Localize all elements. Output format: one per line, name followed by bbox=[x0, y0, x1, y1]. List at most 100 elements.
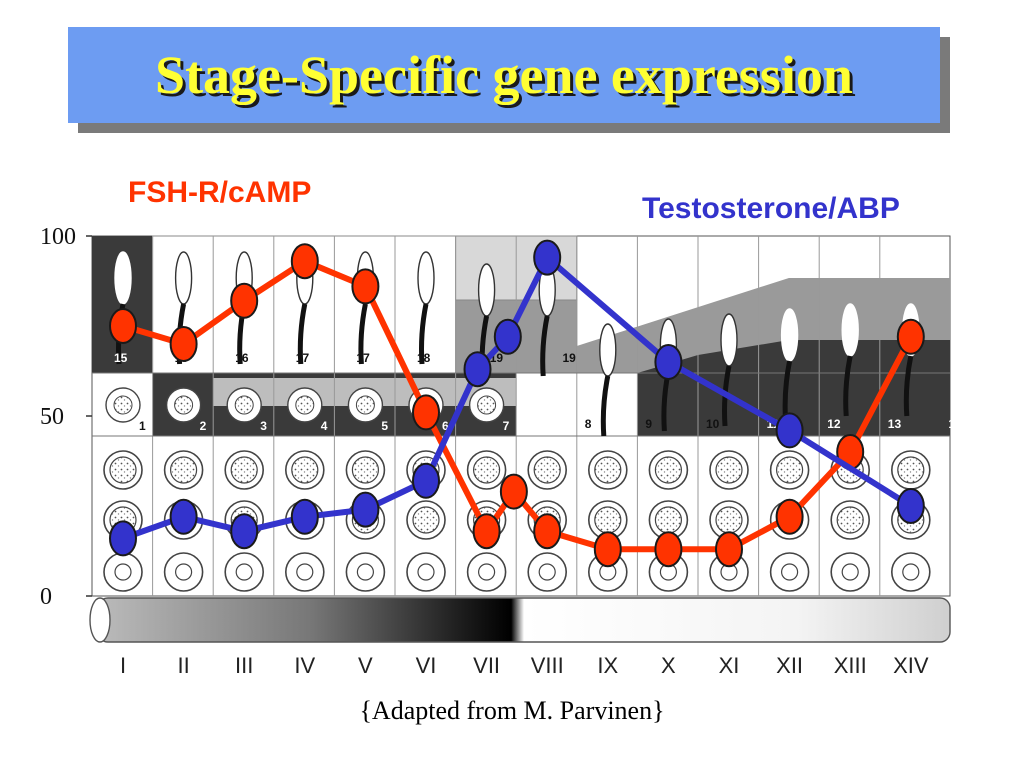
cell-nucleus bbox=[654, 456, 683, 484]
spermatid-tail bbox=[540, 315, 550, 377]
step-label: 14 bbox=[948, 417, 962, 431]
series-layer bbox=[109, 239, 925, 568]
step-label: 15 bbox=[114, 351, 128, 365]
cell-nucleus bbox=[114, 563, 132, 581]
spermatid-head bbox=[174, 251, 193, 305]
testosterone-point bbox=[463, 351, 492, 388]
fsh-point bbox=[896, 318, 925, 355]
spermatid-tail bbox=[358, 303, 368, 365]
cell-nucleus bbox=[897, 456, 925, 484]
cell-nucleus bbox=[412, 506, 440, 534]
fsh-point bbox=[351, 268, 380, 305]
step-label: 10 bbox=[706, 417, 720, 431]
testosterone-point bbox=[109, 520, 137, 557]
x-tick-label: IX bbox=[597, 653, 618, 678]
cell-nucleus bbox=[775, 456, 804, 484]
x-tick-label: IV bbox=[294, 653, 315, 678]
cell-nucleus bbox=[654, 506, 683, 534]
title-banner: Stage-Specific gene expression bbox=[68, 27, 940, 123]
spermatid-tail bbox=[903, 355, 914, 417]
credit-text: {Adapted from M. Parvinen} bbox=[359, 696, 665, 725]
cell-nucleus bbox=[780, 563, 799, 581]
cell-nucleus bbox=[715, 506, 743, 534]
spermatid-head bbox=[417, 251, 435, 305]
cell-nucleus bbox=[478, 563, 496, 581]
x-tick-label: V bbox=[358, 653, 373, 678]
cell-nucleus bbox=[841, 563, 859, 581]
fsh-point bbox=[230, 282, 259, 319]
spermatid-head bbox=[599, 323, 617, 377]
cell-nucleus bbox=[715, 456, 743, 484]
spermatid-tail bbox=[419, 303, 429, 365]
step-label: 18 bbox=[417, 351, 431, 365]
testosterone-point bbox=[412, 462, 440, 499]
testosterone-point bbox=[533, 239, 562, 276]
step-label: 12 bbox=[827, 417, 841, 431]
fsh-point bbox=[654, 531, 683, 568]
step-label: 17 bbox=[356, 351, 370, 365]
x-tick-label: VIII bbox=[531, 653, 564, 678]
testosterone-point bbox=[169, 498, 198, 535]
page-title: Stage-Specific gene expression bbox=[155, 45, 853, 105]
y-tick-label: 100 bbox=[40, 224, 76, 250]
fsh-point bbox=[499, 473, 528, 510]
cell-nucleus bbox=[230, 456, 258, 484]
round-step-label: 5 bbox=[381, 419, 388, 433]
spermatid-tail bbox=[843, 355, 853, 417]
tubule-lumen bbox=[97, 597, 951, 643]
cell-nucleus bbox=[538, 563, 556, 581]
cell-nucleus bbox=[356, 563, 374, 581]
x-tick-label: VI bbox=[416, 653, 437, 678]
testosterone-point bbox=[351, 491, 380, 528]
spermatid-head bbox=[720, 313, 738, 367]
x-tick-label: XI bbox=[719, 653, 740, 678]
fsh-point bbox=[472, 513, 501, 550]
legend-testosterone-label: Testosterone/ABP bbox=[642, 192, 900, 225]
step-label: 13 bbox=[888, 417, 902, 431]
round-spermatid-nucleus bbox=[477, 395, 497, 415]
x-tick-label: XIV bbox=[893, 653, 929, 678]
round-spermatid-nucleus bbox=[234, 395, 254, 415]
x-tick-label: XIII bbox=[834, 653, 867, 678]
legend-fsh-label: FSH-R/cAMP bbox=[128, 176, 312, 209]
fsh-point bbox=[109, 308, 137, 344]
testosterone-point bbox=[775, 412, 804, 449]
fsh-point bbox=[290, 243, 319, 280]
round-step-label: 2 bbox=[200, 419, 207, 433]
x-tick-label: XII bbox=[776, 653, 803, 678]
y-tick-label: 50 bbox=[40, 404, 64, 430]
step-label: 8 bbox=[585, 417, 592, 431]
testosterone-point bbox=[290, 498, 319, 535]
testosterone-point bbox=[230, 513, 259, 550]
step-label: 9 bbox=[645, 417, 652, 431]
round-step-label: 4 bbox=[321, 419, 328, 433]
testosterone-point bbox=[493, 318, 522, 355]
x-tick-label: I bbox=[120, 653, 126, 678]
step-label: 16 bbox=[235, 351, 249, 365]
fsh-point bbox=[412, 394, 440, 431]
spermatid-head bbox=[114, 251, 132, 305]
cell-nucleus bbox=[170, 456, 198, 484]
step-label: 17 bbox=[296, 351, 310, 365]
cell-nucleus bbox=[235, 563, 253, 581]
round-step-label: 1 bbox=[139, 419, 146, 433]
round-step-label: 7 bbox=[503, 419, 510, 433]
cell-nucleus bbox=[351, 456, 379, 484]
fsh-point bbox=[169, 326, 198, 362]
fsh-point bbox=[775, 498, 804, 535]
cell-nucleus bbox=[473, 456, 501, 484]
round-spermatid-nucleus bbox=[113, 395, 133, 415]
tubule-end bbox=[89, 597, 111, 643]
cell-nucleus bbox=[594, 506, 622, 534]
round-spermatid-nucleus bbox=[355, 395, 375, 415]
testosterone-point bbox=[896, 488, 925, 524]
spermatid-head bbox=[477, 263, 496, 317]
x-tick-label: III bbox=[235, 653, 253, 678]
fsh-point bbox=[593, 531, 622, 568]
x-tick-label: X bbox=[661, 653, 676, 678]
series-testosterone bbox=[109, 239, 925, 557]
y-tick-label: 0 bbox=[40, 584, 52, 610]
cell-nucleus bbox=[296, 563, 314, 581]
round-step-label: 6 bbox=[442, 419, 449, 433]
